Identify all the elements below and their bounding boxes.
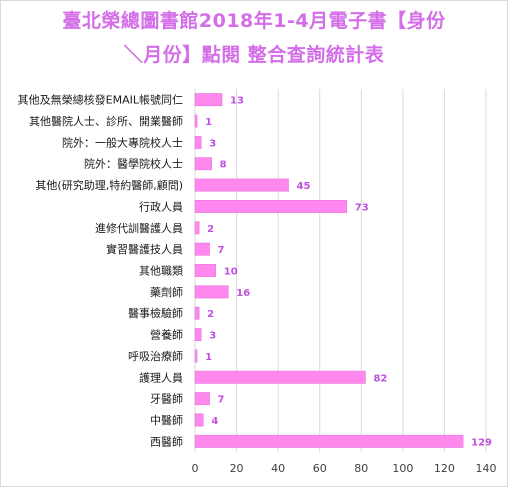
data-label: 13: [230, 96, 244, 107]
category-label: 院外：醫學院校人士: [84, 157, 183, 171]
x-tick-label: 140: [476, 462, 497, 475]
bar: [194, 370, 366, 384]
bar: [194, 285, 229, 299]
x-tick-label: 20: [230, 462, 244, 475]
bar: [194, 135, 202, 149]
data-label: 129: [471, 437, 492, 448]
data-label: 73: [355, 202, 369, 213]
x-axis-ticks: 0 20 40 60 80 100 120 140: [192, 462, 497, 475]
category-label: 其他職類: [139, 265, 183, 278]
data-label: 3: [209, 331, 216, 342]
chart-title-line-1: 臺北榮總圖書館2018年1-4月電子書【身份: [62, 10, 446, 32]
x-tick-label: 0: [192, 462, 199, 475]
data-label: 2: [207, 224, 214, 235]
category-label: 牙醫師: [150, 393, 183, 406]
bar: [194, 264, 217, 277]
bar: [194, 199, 347, 213]
bar: [194, 157, 212, 171]
data-label: 2: [207, 309, 214, 320]
x-tick-label: 100: [392, 462, 413, 475]
category-label: 藥劑師: [150, 285, 183, 299]
gridlines: [194, 89, 487, 452]
data-label: 7: [218, 245, 225, 256]
bar: [194, 93, 223, 107]
data-label: 1: [205, 352, 212, 363]
bar: [194, 306, 200, 320]
category-label: 院外：一般大專院校人士: [62, 135, 183, 149]
bar: [194, 434, 464, 448]
x-tick-label: 60: [313, 462, 327, 475]
bar: [194, 178, 289, 192]
x-tick-label: 80: [354, 462, 368, 475]
category-label: 其他(研究助理,特約醫師,顧問): [35, 178, 183, 192]
bar: [194, 328, 202, 342]
category-label: 醫事檢驗師: [128, 306, 183, 320]
data-label: 45: [297, 181, 311, 192]
category-label: 西醫師: [150, 435, 183, 448]
bar: [194, 392, 210, 406]
category-label: 中醫師: [150, 414, 183, 427]
chart-title-line-2: ＼月份】點閱 整合查詢統計表: [123, 44, 385, 66]
category-label: 其他及無榮總核發EMAIL帳號同仁: [18, 93, 183, 107]
category-label: 實習醫護技人員: [106, 242, 183, 256]
bar: [194, 114, 198, 128]
bar: [194, 242, 210, 256]
data-label: 8: [220, 160, 227, 171]
bar: [194, 221, 200, 235]
bar: [194, 413, 204, 427]
data-label: 10: [224, 267, 238, 278]
data-label: 16: [236, 288, 250, 299]
category-label: 其他醫院人士、診所、開業醫師: [29, 114, 183, 128]
data-label: 82: [373, 373, 387, 384]
category-label: 護理人員: [139, 370, 183, 384]
category-label: 營養師: [150, 328, 183, 342]
x-tick-label: 120: [434, 462, 455, 475]
data-label: 3: [209, 138, 216, 149]
category-label: 進修代訓醫護人員: [95, 221, 183, 235]
x-tick-label: 40: [271, 462, 285, 475]
bar: [194, 349, 198, 363]
category-label: 行政人員: [139, 199, 183, 213]
data-label: 1: [205, 117, 212, 128]
category-labels: 其他及無榮總核發EMAIL帳號同仁其他醫院人士、診所、開業醫師院外：一般大專院校…: [18, 93, 183, 449]
bars: [194, 93, 464, 448]
data-label: 4: [211, 416, 218, 427]
data-label: 7: [218, 395, 225, 406]
category-label: 呼吸治療師: [128, 349, 183, 363]
